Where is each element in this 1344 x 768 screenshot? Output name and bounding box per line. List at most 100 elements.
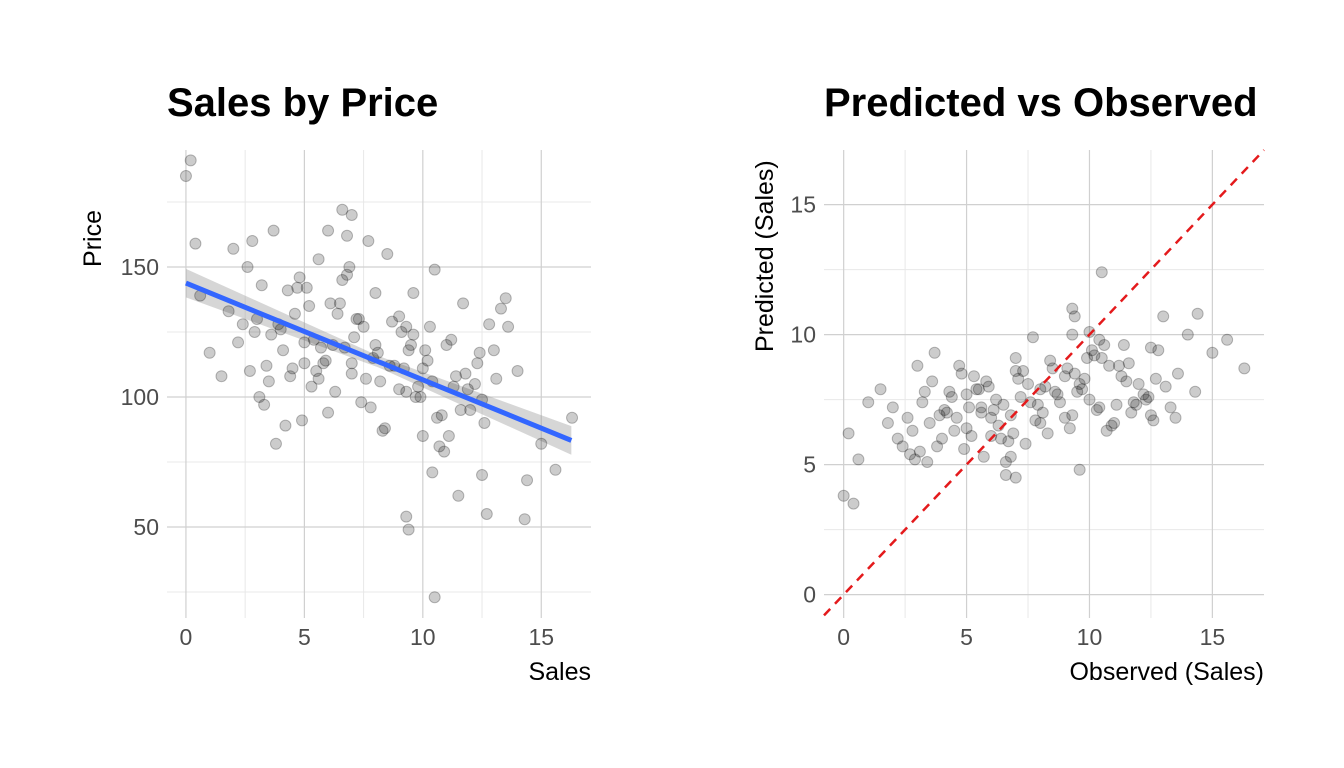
data-point [1007, 427, 1020, 440]
data-point [1034, 383, 1047, 396]
data-point [341, 268, 354, 281]
data-point [277, 344, 290, 357]
data-point [518, 513, 531, 526]
data-point [189, 237, 202, 250]
data-point [246, 235, 259, 247]
data-point [960, 422, 973, 435]
data-point [1140, 393, 1153, 406]
x-tick-label: 10 [1077, 624, 1103, 650]
data-point [1041, 427, 1054, 440]
y-axis-label-predicted: Predicted (Sales) [751, 160, 779, 352]
data-point [241, 261, 254, 273]
data-point [322, 406, 335, 419]
data-point [400, 320, 413, 333]
data-point [419, 344, 432, 357]
data-point [312, 253, 325, 266]
data-point [359, 372, 372, 385]
data-point [454, 404, 467, 416]
data-point [499, 292, 512, 305]
data-point [1034, 417, 1047, 429]
data-point [990, 393, 1003, 406]
data-point [476, 469, 489, 481]
data-point [1103, 359, 1116, 372]
x-tick-label: 0 [837, 624, 850, 650]
data-point [1125, 406, 1138, 419]
y-tick-label: 15 [790, 192, 816, 218]
data-point [371, 346, 384, 359]
data-point [1004, 409, 1017, 422]
data-point [286, 362, 299, 375]
data-point [431, 411, 444, 424]
data-point [1093, 401, 1106, 414]
data-point [862, 396, 875, 409]
x-tick-label: 15 [1200, 624, 1226, 650]
y-tick-label: 0 [803, 582, 816, 608]
data-point [352, 313, 365, 325]
data-point [950, 411, 963, 424]
data-point [1058, 370, 1071, 383]
ticks-predicted-vs-observed: 0 5 10 15 0 5 10 15 [790, 192, 1225, 650]
data-point [1014, 391, 1027, 403]
data-point [881, 417, 894, 429]
data-point [916, 396, 929, 409]
data-point [566, 411, 579, 424]
data-point [350, 313, 363, 325]
data-point [1009, 471, 1022, 484]
identity-reference-line [823, 149, 1265, 617]
data-point [314, 341, 327, 354]
data-point [923, 417, 936, 429]
data-point [967, 370, 980, 383]
y-tick-label: 50 [133, 514, 159, 540]
data-point [258, 398, 271, 411]
y-tick-label: 5 [803, 452, 816, 478]
data-point [1076, 383, 1089, 396]
ticks-sales-by-price: 0 5 10 15 50 100 150 [121, 254, 554, 650]
data-point [442, 430, 455, 442]
x-axis-label-observed: Observed (Sales) [1069, 658, 1264, 686]
data-point [348, 331, 361, 344]
data-point [953, 359, 966, 372]
data-point [232, 336, 245, 349]
data-point [288, 307, 301, 320]
data-point [343, 261, 356, 273]
data-point [303, 300, 316, 312]
data-point [1066, 302, 1079, 315]
data-point [435, 409, 448, 422]
data-point [891, 432, 904, 445]
data-point [412, 380, 425, 393]
data-point [982, 380, 995, 393]
data-point [345, 367, 358, 380]
data-point [1093, 333, 1106, 346]
data-point [987, 404, 1000, 416]
data-point [376, 424, 389, 437]
data-point [404, 339, 417, 351]
data-point [331, 307, 344, 320]
data-point [1012, 372, 1025, 385]
data-point [1149, 372, 1162, 385]
data-point [935, 432, 948, 445]
data-point [473, 346, 486, 359]
data-point [958, 443, 971, 455]
data-point [336, 274, 349, 286]
data-point [1078, 372, 1091, 385]
points-predicted-vs-observed [837, 266, 1251, 510]
data-point [1189, 385, 1202, 398]
data-point [1115, 370, 1128, 383]
data-point [421, 354, 434, 367]
data-point [521, 474, 534, 487]
data-point [1066, 328, 1079, 341]
data-point [1142, 391, 1155, 403]
data-point [549, 463, 562, 476]
data-point [977, 450, 990, 463]
data-point [461, 383, 474, 396]
data-point [284, 370, 297, 383]
data-point [926, 375, 939, 388]
data-point [281, 284, 294, 297]
x-tick-label: 0 [180, 624, 193, 650]
data-point [1191, 307, 1204, 320]
data-point [970, 383, 983, 396]
data-point [409, 391, 422, 403]
data-point [298, 336, 311, 349]
data-point [1144, 409, 1157, 422]
data-point [965, 430, 978, 442]
